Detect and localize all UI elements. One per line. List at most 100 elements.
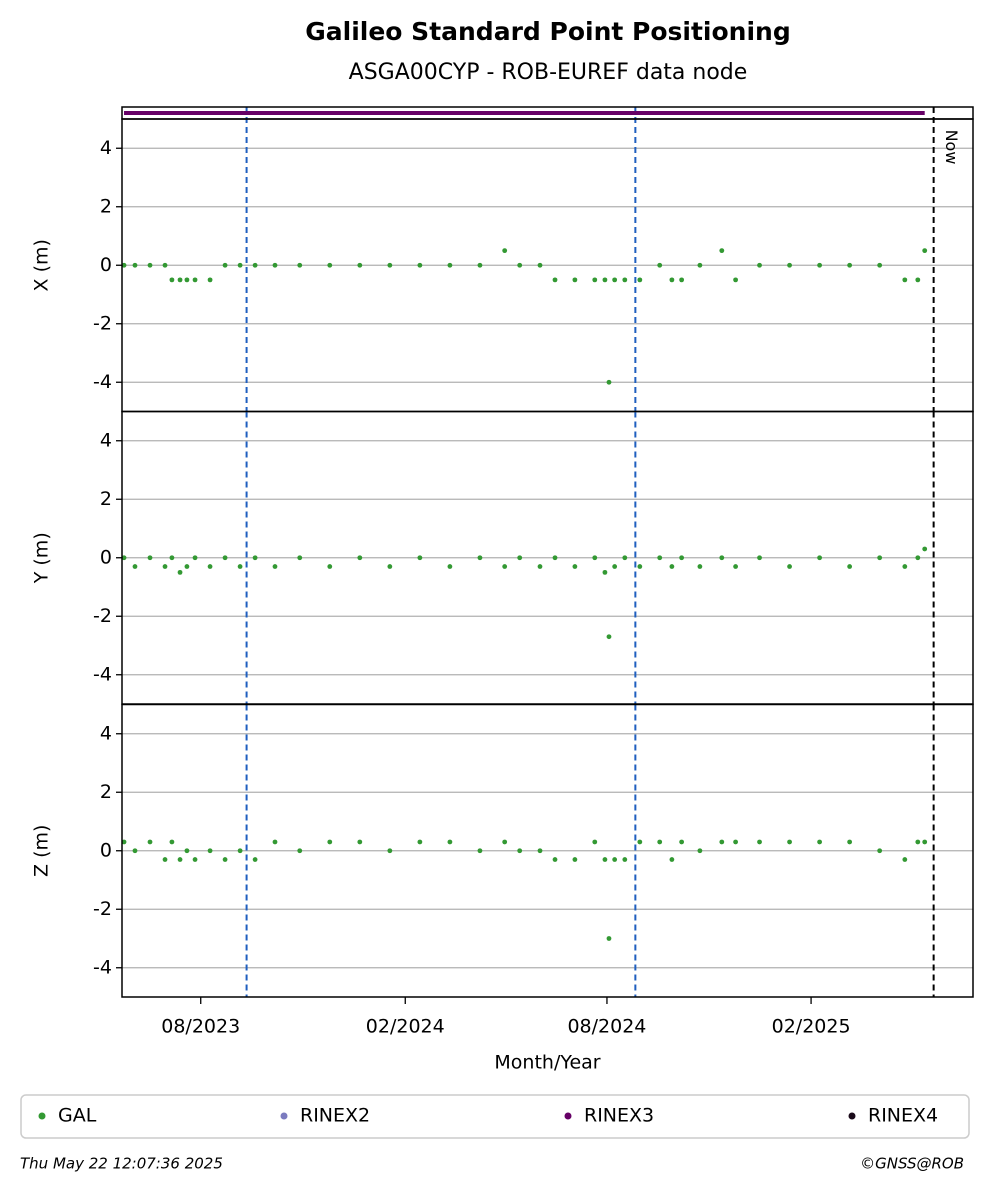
y-axis-label: Z (m) bbox=[31, 825, 53, 877]
data-point bbox=[552, 277, 558, 283]
data-point bbox=[817, 839, 823, 845]
data-point bbox=[477, 848, 483, 854]
data-point bbox=[592, 839, 598, 845]
data-point bbox=[877, 555, 883, 561]
data-point bbox=[327, 262, 333, 268]
x-tick-label: 08/2024 bbox=[567, 1016, 646, 1038]
data-point bbox=[697, 848, 703, 854]
data-point bbox=[132, 848, 138, 854]
data-point bbox=[147, 555, 153, 561]
y-tick-label: 0 bbox=[100, 839, 112, 861]
data-point bbox=[612, 857, 618, 862]
data-point bbox=[719, 555, 725, 561]
y-tick-label: -2 bbox=[93, 898, 112, 920]
data-point bbox=[915, 555, 921, 561]
data-point bbox=[902, 564, 908, 569]
data-point bbox=[602, 569, 608, 575]
data-point bbox=[477, 262, 483, 268]
y-tick-label: 2 bbox=[100, 781, 112, 803]
data-point bbox=[502, 839, 508, 845]
data-point bbox=[592, 555, 598, 561]
data-point bbox=[757, 555, 762, 561]
data-point bbox=[733, 839, 738, 845]
data-point bbox=[237, 564, 243, 569]
data-point bbox=[817, 262, 823, 268]
data-point bbox=[387, 848, 393, 854]
x-axis-label: Month/Year bbox=[494, 1052, 600, 1074]
data-point bbox=[679, 839, 685, 845]
data-point bbox=[537, 262, 543, 268]
data-point bbox=[162, 857, 168, 862]
data-point bbox=[622, 277, 628, 283]
data-point bbox=[915, 277, 921, 283]
data-point bbox=[572, 857, 578, 862]
data-point bbox=[357, 839, 363, 845]
data-point bbox=[552, 857, 558, 862]
data-point bbox=[657, 262, 663, 268]
data-point bbox=[657, 839, 663, 845]
data-point bbox=[192, 857, 198, 862]
y-tick-label: 4 bbox=[100, 429, 112, 451]
data-point bbox=[297, 555, 303, 561]
data-point bbox=[357, 262, 363, 268]
data-point bbox=[915, 839, 921, 845]
data-point bbox=[612, 277, 618, 283]
data-point bbox=[147, 262, 153, 268]
data-point bbox=[147, 839, 153, 845]
data-point bbox=[847, 262, 853, 268]
data-point bbox=[719, 248, 725, 254]
data-point bbox=[297, 262, 303, 268]
data-point bbox=[177, 569, 183, 575]
data-point bbox=[697, 564, 703, 569]
data-point bbox=[847, 564, 853, 569]
chart-title: Galileo Standard Point Positioning bbox=[305, 17, 790, 46]
x-tick-label: 02/2025 bbox=[772, 1016, 851, 1038]
legend-label: RINEX4 bbox=[868, 1105, 938, 1127]
data-point bbox=[121, 839, 127, 845]
data-point bbox=[902, 857, 908, 862]
data-point bbox=[622, 857, 628, 862]
y-axis-label: Y (m) bbox=[31, 532, 53, 584]
data-point bbox=[447, 839, 453, 845]
data-point bbox=[357, 555, 363, 561]
legend-marker bbox=[564, 1112, 572, 1120]
data-point bbox=[162, 564, 168, 569]
y-tick-label: -4 bbox=[93, 663, 112, 685]
data-point bbox=[602, 857, 608, 862]
data-point bbox=[222, 857, 228, 862]
data-point bbox=[572, 277, 578, 283]
data-point bbox=[877, 848, 883, 854]
data-point bbox=[184, 564, 190, 569]
data-point bbox=[537, 848, 543, 854]
footer-credit: ©GNSS@ROB bbox=[860, 1155, 964, 1173]
data-point bbox=[922, 248, 928, 254]
data-point bbox=[477, 555, 483, 561]
data-point bbox=[222, 262, 228, 268]
data-point bbox=[922, 546, 928, 552]
data-point bbox=[121, 555, 127, 561]
data-point bbox=[637, 564, 643, 569]
data-point bbox=[132, 262, 138, 268]
y-tick-label: 2 bbox=[100, 195, 112, 217]
data-point bbox=[757, 839, 762, 845]
data-point bbox=[447, 564, 453, 569]
data-point bbox=[417, 262, 423, 268]
data-point bbox=[877, 262, 883, 268]
data-point bbox=[679, 277, 685, 283]
x-tick-label: 08/2023 bbox=[161, 1016, 240, 1038]
data-point bbox=[252, 555, 258, 561]
data-point bbox=[169, 555, 175, 561]
legend-label: RINEX2 bbox=[300, 1105, 370, 1127]
data-point bbox=[847, 839, 853, 845]
data-point bbox=[272, 564, 278, 569]
data-point bbox=[612, 564, 618, 569]
legend-marker bbox=[38, 1112, 46, 1120]
data-point bbox=[592, 277, 598, 283]
now-label: Now bbox=[942, 130, 961, 165]
data-point bbox=[669, 857, 675, 862]
data-point bbox=[222, 555, 228, 561]
data-point bbox=[184, 277, 190, 283]
data-point bbox=[207, 848, 213, 854]
y-tick-label: -4 bbox=[93, 956, 112, 978]
data-point bbox=[787, 564, 792, 569]
